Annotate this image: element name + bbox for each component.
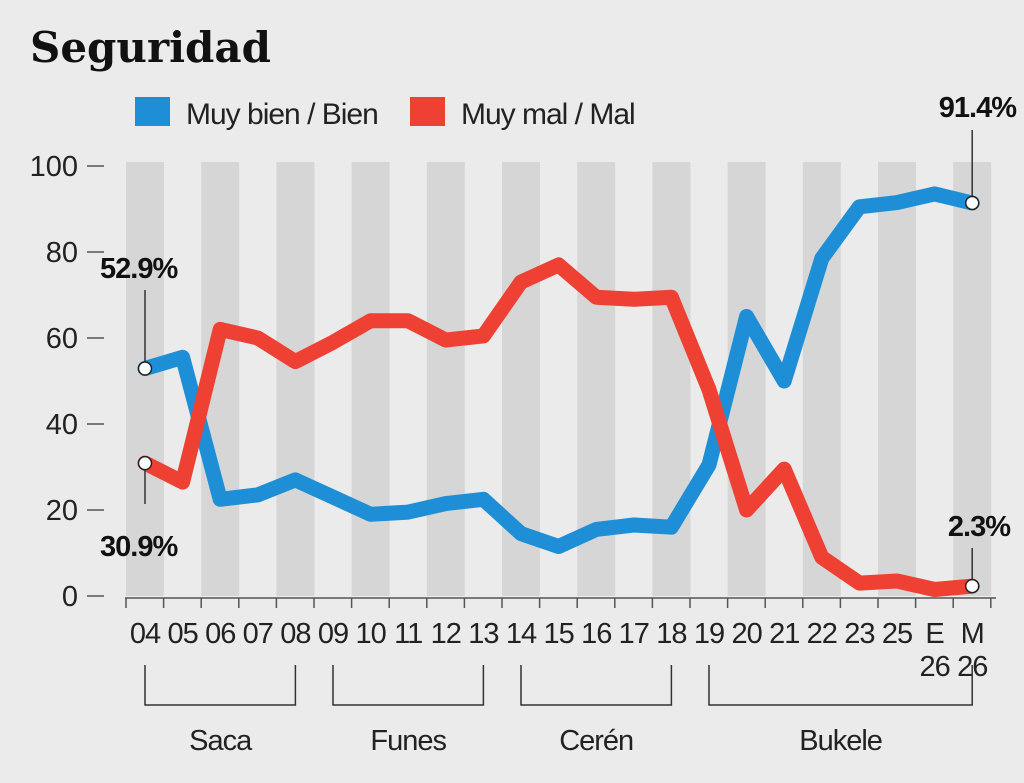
annotation-dot — [137, 361, 153, 376]
legend-swatch — [135, 97, 170, 126]
x-tick-label: 09 — [318, 618, 348, 650]
band — [276, 162, 315, 596]
y-tick-label: 80 — [46, 237, 78, 269]
group-label: Funes — [370, 725, 446, 757]
period-groups: Saca Funes Cerén Bukele — [144, 665, 973, 757]
x-tick-label: 05 — [167, 618, 197, 650]
y-tick-label: 60 — [46, 323, 78, 355]
annotation-dot — [964, 578, 980, 594]
x-tick-label: 16 — [581, 618, 611, 650]
annotation-label: 30.9% — [100, 531, 178, 563]
x-tick-label: 20 — [731, 618, 761, 650]
band — [878, 162, 916, 596]
band — [426, 162, 465, 596]
group-bracket — [708, 665, 973, 706]
annotation-dot — [137, 455, 153, 471]
x-tick-label: 10 — [355, 618, 385, 650]
annotation-dot — [964, 195, 980, 211]
y-tick-label: 40 — [46, 409, 78, 441]
group-bracket — [144, 665, 297, 706]
x-tick-label: M — [961, 618, 984, 650]
x-tick-label: 25 — [882, 618, 912, 650]
legend-label: Muy bien / Bien — [186, 98, 378, 131]
x-tick-label: E — [925, 618, 944, 650]
series-line — [137, 186, 980, 554]
x-tick-label: 21 — [769, 618, 799, 650]
series-line — [137, 257, 980, 597]
x-tick-label: 12 — [431, 618, 461, 650]
group-bracket — [520, 665, 673, 706]
y-tick-label: 100 — [30, 151, 78, 183]
x-axis: 04 05 06 07 08 09 10 11 12 13 14 15 16 17 18 19 20 21 22 23… — [125, 597, 996, 683]
x-tick-label: 13 — [468, 618, 498, 650]
group-label: Bukele — [799, 725, 882, 757]
x-tick-label: 19 — [694, 618, 724, 650]
y-tick-label: 0 — [62, 581, 78, 613]
annotation-label: 2.3% — [948, 511, 1011, 543]
x-tick-label: 17 — [619, 618, 649, 650]
band — [953, 162, 992, 596]
group-label: Cerén — [559, 725, 633, 757]
legend: Muy bien / Bien Muy mal / Mal — [135, 97, 636, 131]
y-axis: 0 20 40 60 80 100 — [30, 151, 104, 613]
x-tick-label: 22 — [807, 618, 837, 650]
x-tick-label: 23 — [844, 618, 874, 650]
x-tick-label: 18 — [656, 618, 686, 650]
series-lines — [137, 186, 980, 597]
band — [126, 162, 164, 596]
x-tick-label: 14 — [506, 618, 537, 650]
x-tick-label: 11 — [394, 618, 422, 650]
x-tick-label: 26 — [919, 651, 949, 683]
x-tick-label: 06 — [205, 618, 235, 650]
group-bracket — [332, 665, 485, 706]
annotation-label: 91.4% — [939, 92, 1017, 124]
annotation-label: 52.9% — [100, 253, 178, 285]
x-tick-label: 07 — [243, 618, 273, 650]
group-label: Saca — [189, 725, 253, 757]
chart-title: Seguridad — [30, 23, 271, 72]
x-tick-label: 08 — [280, 618, 310, 650]
background-bands — [126, 162, 992, 596]
x-tick-label: 15 — [543, 618, 573, 650]
legend-swatch — [410, 97, 445, 126]
y-tick-label: 20 — [46, 495, 78, 527]
x-tick-label: 04 — [130, 618, 161, 650]
legend-label: Muy mal / Mal — [461, 98, 635, 131]
annotations: 52.9% 30.9% 91.4% 2.3% — [100, 92, 1018, 594]
band — [351, 162, 390, 596]
